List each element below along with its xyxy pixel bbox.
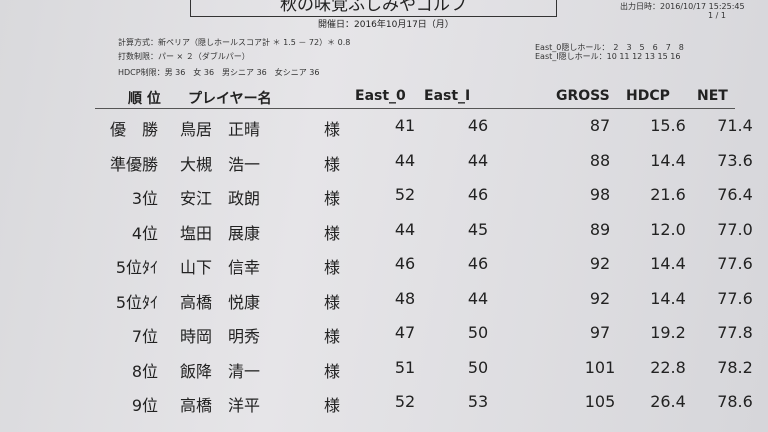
score: 77.6 [717, 288, 753, 308]
score: 71.4 [717, 116, 753, 135]
rank: 4位 [131, 223, 158, 243]
score: 92 [589, 288, 611, 308]
column-header: プレイヤー名 [188, 91, 272, 107]
honorific: 様 [323, 223, 340, 243]
score: 50 [467, 323, 489, 342]
rank: 準優勝 [109, 154, 158, 174]
score: 44 [467, 150, 489, 170]
score: 78.6 [717, 392, 753, 411]
rank: 8位 [131, 361, 158, 381]
player-name: 飯降 清一 [180, 361, 261, 381]
score: 77.6 [717, 254, 753, 273]
score: 21.6 [650, 185, 686, 204]
score: 26.4 [650, 392, 686, 411]
honorific: 様 [323, 292, 340, 312]
rank: 7位 [131, 327, 158, 346]
score: 22.8 [650, 357, 686, 377]
score: 41 [394, 116, 416, 135]
player-name: 塩田 展康 [180, 223, 261, 243]
rank: 5位ﾀｲ [115, 292, 158, 312]
score: 46 [394, 254, 416, 273]
honorific: 様 [323, 258, 340, 277]
honorific: 様 [323, 327, 340, 346]
score: 78.2 [717, 357, 753, 377]
rank: 優 勝 [109, 120, 158, 139]
score: 45 [467, 219, 489, 239]
score: 14.4 [650, 150, 686, 170]
hidden-holes: East_0隠しホール： 2 3 5 6 7 8 [535, 43, 684, 52]
player-name: 高橋 洋平 [180, 396, 261, 415]
honorific: 様 [323, 361, 340, 381]
score: 77.8 [717, 323, 753, 342]
score: 73.6 [717, 150, 753, 170]
header-rule [95, 108, 735, 109]
player-name: 山下 信幸 [180, 258, 261, 277]
score: 51 [394, 357, 416, 377]
hidden-holes: East_I隠しホール：10 11 12 13 15 16 [535, 52, 681, 61]
score: 105 [584, 392, 616, 411]
score: 88 [589, 150, 611, 170]
column-header: GROSS [556, 88, 610, 104]
score: 48 [394, 288, 416, 308]
player-name: 大槻 浩一 [180, 154, 261, 174]
page-number: 1 / 1 [708, 11, 726, 20]
player-name: 高橋 悦康 [180, 292, 261, 312]
title: 秋の味覚ふしみやゴルフ [190, 0, 557, 17]
rule: 打数制限：パー × ２（ダブルパー） [118, 52, 250, 61]
score: 98 [589, 185, 611, 204]
score: 46 [467, 185, 489, 204]
score: 46 [467, 116, 489, 135]
score: 44 [394, 150, 416, 170]
column-header: 順 位 [128, 91, 161, 107]
score: 14.4 [650, 288, 686, 308]
column-header: HDCP [626, 88, 670, 104]
score: 15.6 [650, 116, 686, 135]
honorific: 様 [323, 120, 340, 139]
score: 89 [589, 219, 611, 239]
player-name: 時岡 明秀 [180, 327, 261, 346]
rank: 3位 [131, 189, 158, 208]
score: 46 [467, 254, 489, 273]
column-header: East_0 [355, 88, 406, 104]
event-date: 開催日：2016年10月17日（月） [318, 20, 454, 30]
score: 19.2 [650, 323, 686, 342]
honorific: 様 [323, 396, 340, 415]
score: 53 [467, 392, 489, 411]
score: 92 [589, 254, 611, 273]
column-header: East_I [424, 88, 471, 104]
score: 77.0 [717, 219, 753, 239]
rank: 5位ﾀｲ [115, 258, 158, 277]
score: 14.4 [650, 254, 686, 273]
player-name: 安江 政朗 [180, 189, 261, 208]
score: 52 [394, 392, 416, 411]
rank: 9位 [131, 396, 158, 415]
player-name: 鳥居 正晴 [180, 120, 261, 139]
rule: HDCP制限：男 36 女 36 男シニア 36 女シニア 36 [118, 68, 320, 77]
score: 76.4 [717, 185, 753, 204]
output-time: 出力日時：2016/10/17 15:25:45 [620, 2, 745, 11]
score: 101 [584, 357, 616, 377]
score: 47 [394, 323, 416, 342]
honorific: 様 [323, 154, 340, 174]
rule: 計算方式：新ペリア（隠しホールスコア計 ＊ 1.5 － 72）＊ 0.8 [118, 38, 351, 47]
score: 12.0 [650, 219, 686, 239]
honorific: 様 [323, 189, 340, 208]
score: 50 [467, 357, 489, 377]
score: 52 [394, 185, 416, 204]
score: 87 [589, 116, 611, 135]
score: 97 [589, 323, 611, 342]
score: 44 [467, 288, 489, 308]
score: 44 [394, 219, 416, 239]
column-header: NET [697, 88, 728, 104]
